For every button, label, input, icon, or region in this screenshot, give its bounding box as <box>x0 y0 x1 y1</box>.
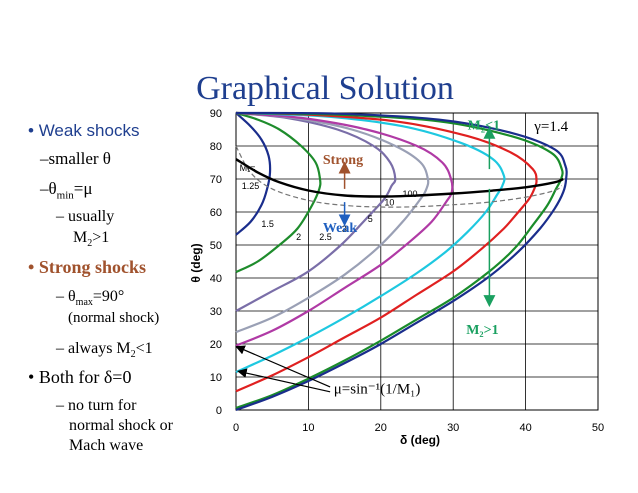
sub-normal-or-mach: normal shock or <box>69 417 173 435</box>
bullet-both: • Both for δ=0 <box>28 367 131 388</box>
sub-text: normal shock or <box>69 417 173 434</box>
x-tick-label: 30 <box>447 422 459 434</box>
y-tick-label: 0 <box>216 405 222 417</box>
sub-smaller-theta: –smaller θ <box>40 149 111 169</box>
sub-text-sub: max <box>75 297 93 309</box>
series-line-m1-2 <box>235 111 397 312</box>
sub-normal-shock: (normal shock) <box>68 310 159 327</box>
sub-theta-max: – θmax=90° <box>56 288 124 308</box>
y-tick-label: 40 <box>210 273 222 285</box>
bullet-strong-label: Strong shocks <box>38 257 147 277</box>
max-deflection-line <box>235 158 564 198</box>
sub-text: (normal shock) <box>68 310 160 326</box>
x-tick-label: 20 <box>375 422 387 434</box>
sonic-line <box>235 145 563 208</box>
series-line-m1-10 <box>235 111 538 393</box>
sub-text-b: >1 <box>92 229 110 246</box>
y-tick-label: 80 <box>210 141 222 153</box>
curve-label: 10 <box>384 197 394 207</box>
sub-mach-wave: Mach wave <box>69 437 143 455</box>
sub-text: smaller θ <box>48 149 111 168</box>
y-tick-label: 90 <box>210 108 222 120</box>
sub-text-a: M <box>73 229 88 246</box>
sub-text-sub: 2 <box>130 349 136 361</box>
slide-title: Graphical Solution <box>196 70 454 107</box>
gamma-label: γ=1.4 <box>533 119 568 135</box>
series-line-m1-100 <box>235 111 564 410</box>
y-tick-label: 70 <box>210 174 222 186</box>
bullet-dot: • <box>28 257 39 277</box>
series-line-m1-3 <box>235 111 454 347</box>
sub-text: Mach wave <box>69 437 144 454</box>
sub-text: usually <box>68 208 115 225</box>
sub-text-sub: 2 <box>87 238 93 250</box>
curve-label: 2.5 <box>319 232 332 242</box>
series-line-m1-2_5 <box>235 111 430 334</box>
y-tick-label: 30 <box>210 306 222 318</box>
curve-label: 100 <box>403 189 418 199</box>
dash: – <box>56 288 68 305</box>
m2-lt-1-label: M₂<1 <box>468 119 500 134</box>
sub-text-b: =90° <box>92 288 125 305</box>
sub-no-turn: – no turn for <box>56 397 136 415</box>
series-line-m1-1_5 <box>235 111 322 274</box>
sub-m2-gt-1: M2>1 <box>73 229 109 249</box>
bullet-weak-label: Weak shocks <box>38 121 140 140</box>
x-axis-label: δ (deg) <box>400 433 440 447</box>
curve-label: 1.5 <box>261 219 274 229</box>
x-tick-label: 0 <box>233 422 239 434</box>
text-b: =0 <box>112 367 132 387</box>
chart-ticks: 0 10 20 30 40 50 0 10 20 30 40 50 60 70 80 90 <box>210 108 604 434</box>
sub-text-sub: min <box>56 189 74 202</box>
bullet-strong-shocks: • Strong shocks <box>28 257 146 278</box>
y-tick-label: 10 <box>210 372 222 384</box>
bullet-weak-shocks: • Weak shocks <box>28 121 139 141</box>
sub-text-b: =μ <box>73 179 93 198</box>
dash: – <box>40 179 49 198</box>
chart-curve-labels: M₁= 1.25 1.5 2 2.5 3 5 10 100 <box>240 163 418 242</box>
curve-label: 5 <box>368 214 373 224</box>
mu-arrow-lower <box>237 368 331 393</box>
chart-curves <box>235 111 568 412</box>
sub-text-a: always M <box>68 340 131 357</box>
x-tick-label: 40 <box>519 422 531 434</box>
series-line-m1-1_25 <box>235 112 272 236</box>
curve-label: 3 <box>342 224 347 234</box>
curve-label: 1.25 <box>242 181 260 191</box>
series-line-limit <box>235 111 568 412</box>
dash: – <box>56 397 68 414</box>
sub-usually: – usually <box>56 208 114 226</box>
mu-arrow-upper <box>235 345 331 388</box>
sub-theta-min: –θmin=μ <box>40 179 92 201</box>
y-tick-label: 60 <box>210 207 222 219</box>
sub-text-a: θ <box>68 288 76 305</box>
chart-annotations: Strong Weak M₂<1 M₂>1 γ=1.4 μ=sin⁻¹(1/M₁) <box>235 119 569 398</box>
bullet-dot: • <box>28 121 39 140</box>
sub-text-b: <1 <box>135 340 153 357</box>
strong-label: Strong <box>323 153 363 168</box>
y-tick-label: 20 <box>210 339 222 351</box>
bullet-dot: • <box>28 367 39 387</box>
curve-label: 2 <box>296 232 301 242</box>
x-tick-label: 10 <box>302 422 314 434</box>
dash: – <box>56 208 68 225</box>
x-tick-label: 50 <box>592 422 604 434</box>
m2-gt-1-label: M₂>1 <box>466 323 498 338</box>
weak-label: Weak <box>323 221 357 236</box>
y-tick-label: 50 <box>210 240 222 252</box>
sub-text: no turn for <box>68 397 137 414</box>
dash: – <box>56 340 68 357</box>
y-axis-label: θ (deg) <box>189 243 203 282</box>
sub-text-a: θ <box>48 179 57 198</box>
curve-label: M₁= <box>240 163 256 173</box>
text-delta: δ <box>103 367 113 387</box>
mu-label: μ=sin⁻¹(1/M₁) <box>334 382 421 398</box>
sub-always-m2: – always M2<1 <box>56 340 153 360</box>
text-a: Both for <box>38 367 104 387</box>
dash: – <box>40 149 49 168</box>
series-line-m1-5 <box>235 111 506 374</box>
